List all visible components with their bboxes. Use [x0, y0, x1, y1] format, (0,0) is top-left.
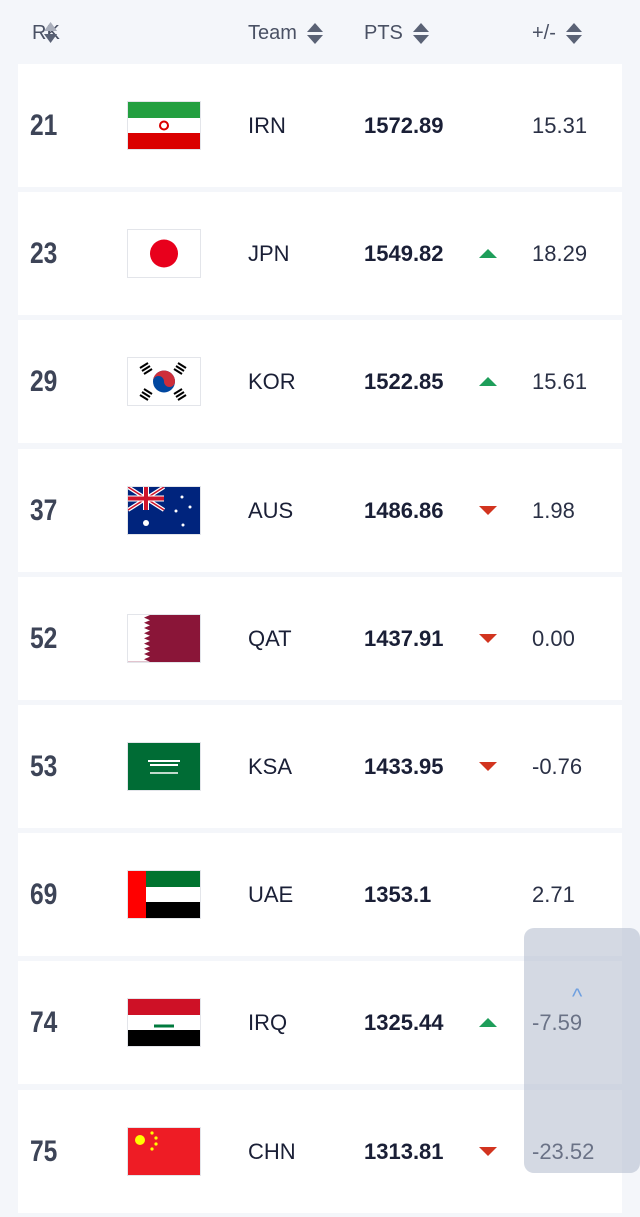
- rank: 69: [30, 878, 58, 912]
- points: 1549.82: [364, 241, 444, 267]
- rank: 75: [30, 1134, 58, 1168]
- team-name[interactable]: QAT: [248, 625, 292, 651]
- team-name[interactable]: IRQ: [248, 1010, 288, 1036]
- points: 1572.89: [364, 113, 444, 138]
- sort-icon: [565, 23, 582, 44]
- points: 1486.86: [364, 497, 444, 523]
- china-flag: [128, 1127, 200, 1175]
- uae-flag: [128, 871, 200, 919]
- rank: 29: [30, 365, 58, 399]
- korea-flag: [128, 358, 200, 406]
- team-name[interactable]: KSA: [248, 754, 293, 779]
- points-change: 0.00: [532, 625, 575, 651]
- rank: 21: [30, 109, 58, 142]
- rank: 52: [30, 621, 58, 655]
- team-name[interactable]: IRN: [248, 113, 286, 138]
- table-row[interactable]: 21 IRN 1572.89 15.31: [18, 64, 622, 187]
- points-change: 18.29: [532, 241, 588, 267]
- table-row[interactable]: 29 KOR 1522.85 15.61: [18, 320, 622, 444]
- rank: 74: [30, 1006, 58, 1040]
- points-change: 15.61: [532, 369, 588, 395]
- points: 1313.81: [364, 1138, 444, 1164]
- trend-down-icon: [479, 1146, 497, 1156]
- team-name[interactable]: UAE: [248, 882, 294, 908]
- trend-up-icon: [479, 249, 497, 259]
- rank: 23: [30, 237, 58, 271]
- sort-icon: [44, 22, 58, 43]
- saudi-flag: [128, 743, 200, 790]
- scroll-to-top-button[interactable]: ^: [524, 928, 640, 1173]
- points-change: 2.71: [532, 882, 575, 908]
- sort-change[interactable]: +/-: [532, 22, 582, 45]
- trend-up-icon: [479, 1018, 497, 1028]
- table-row[interactable]: 37 AUS 1486.86 1.98: [18, 448, 622, 572]
- header-change: +/-: [532, 22, 556, 44]
- table-row[interactable]: 69 UAE 1353.1 2.71: [18, 833, 622, 957]
- header-team: Team: [248, 22, 297, 44]
- sort-rank[interactable]: RK: [32, 22, 60, 45]
- points-change: 15.31: [532, 113, 588, 138]
- points-change: -0.76: [532, 754, 583, 779]
- iraq-flag: [128, 999, 200, 1047]
- table-row[interactable]: 23 JPN 1549.82 18.29: [18, 192, 622, 316]
- table-row[interactable]: 52 QAT 1437.91 0.00: [18, 576, 622, 700]
- trend-up-icon: [479, 377, 497, 387]
- australia-flag: [128, 486, 200, 534]
- points: 1433.95: [364, 754, 444, 779]
- points: 1325.44: [364, 1010, 444, 1036]
- table-header: RK Team PTS +/-: [0, 0, 640, 64]
- trend-down-icon: [479, 633, 497, 643]
- iran-flag: [128, 102, 200, 149]
- team-name[interactable]: JPN: [248, 241, 290, 267]
- team-name[interactable]: KOR: [248, 369, 296, 395]
- rank: 37: [30, 493, 58, 527]
- points: 1353.1: [364, 882, 432, 908]
- header-points: PTS: [364, 22, 403, 44]
- qatar-flag: [128, 614, 200, 662]
- chevron-up-icon: ^: [572, 984, 583, 1009]
- points-change: 1.98: [532, 497, 575, 523]
- sort-icon: [412, 23, 429, 44]
- team-name[interactable]: CHN: [248, 1138, 296, 1164]
- japan-flag: [128, 230, 200, 278]
- team-name[interactable]: AUS: [248, 497, 294, 523]
- table-row[interactable]: 53 KSA 1433.95 -0.76: [18, 705, 622, 828]
- sort-icon: [306, 23, 323, 44]
- sort-points[interactable]: PTS: [364, 22, 429, 45]
- sort-team[interactable]: Team: [248, 22, 323, 45]
- points: 1437.91: [364, 625, 444, 651]
- rank: 53: [30, 750, 58, 783]
- trend-down-icon: [479, 505, 497, 515]
- trend-down-icon: [479, 762, 497, 771]
- points: 1522.85: [364, 369, 444, 395]
